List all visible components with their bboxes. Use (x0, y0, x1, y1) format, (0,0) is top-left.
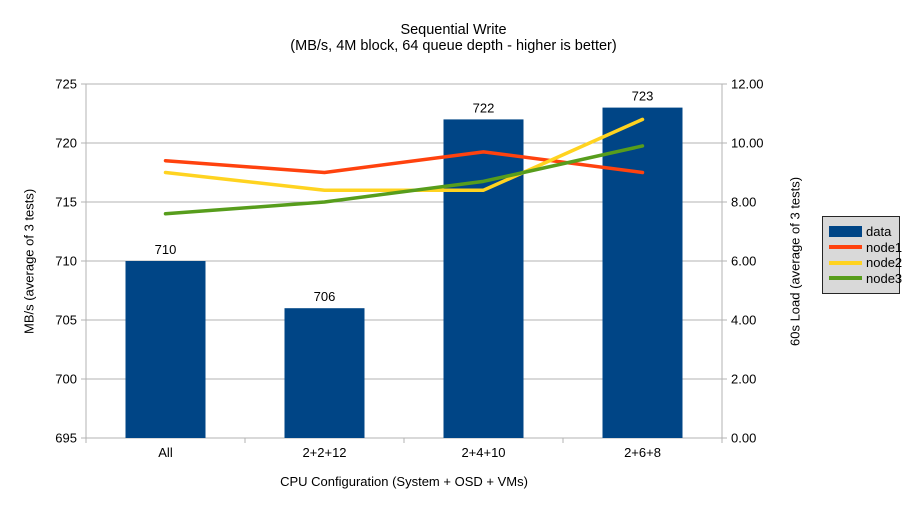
legend-label: data (866, 224, 892, 239)
left-axis-tick-label: 725 (55, 77, 77, 92)
legend-swatch-node2 (829, 260, 862, 265)
legend-item-node2: node2 (829, 255, 902, 270)
legend-item-data: data (829, 224, 897, 239)
legend-label: node2 (866, 255, 903, 271)
right-axis-tick-label: 10.00 (731, 136, 764, 151)
legend: data node1 node2 node3 (822, 216, 902, 294)
legend-swatch-data (829, 226, 862, 237)
x-category-label: 2+4+10 (461, 445, 505, 460)
right-axis-title: 60s Load (average of 3 tests) (787, 176, 803, 346)
line-node3 (163, 144, 645, 216)
legend-item-node1: node1 (829, 240, 902, 255)
legend-swatch-node1 (829, 245, 862, 250)
bar-value-label: 722 (473, 100, 495, 115)
bar-value-label: 710 (155, 242, 177, 257)
legend-swatch-node3 (829, 276, 862, 281)
bar-2+4+10 (443, 119, 524, 439)
bar-value-label: 723 (632, 89, 654, 104)
x-category-label: 2+2+12 (302, 445, 346, 460)
right-axis-tick-label: 4.00 (731, 313, 756, 328)
bar-2+2+12 (284, 308, 365, 438)
left-axis-tick-label: 710 (55, 254, 77, 269)
legend-item-node3: node3 (829, 271, 902, 286)
bar-2+6+8 (602, 107, 683, 438)
right-axis-tick-label: 2.00 (731, 372, 756, 387)
bar-value-label: 706 (314, 289, 336, 304)
left-axis-tick-label: 720 (55, 136, 77, 151)
left-axis-tick-label: 695 (55, 431, 77, 446)
left-axis-tick-label: 705 (55, 313, 77, 328)
legend-label: node1 (866, 239, 903, 255)
x-category-label: All (158, 445, 173, 460)
right-axis-tick-label: 12.00 (731, 77, 764, 92)
x-category-label: 2+6+8 (624, 445, 661, 460)
line-node2 (163, 117, 645, 192)
chart-title-block: Sequential Write (MB/s, 4M block, 64 que… (0, 22, 907, 54)
left-axis-tick-label: 700 (55, 372, 77, 387)
left-axis-title: MB/s (average of 3 tests) (21, 188, 37, 334)
right-axis-tick-label: 0.00 (731, 431, 756, 446)
left-axis-tick-label: 715 (55, 195, 77, 210)
legend-label: node3 (866, 270, 903, 286)
right-axis-tick-label: 6.00 (731, 254, 756, 269)
right-axis-tick-label: 8.00 (731, 195, 756, 210)
bar-All (125, 261, 206, 438)
x-axis-title: CPU Configuration (System + OSD + VMs) (280, 474, 528, 489)
chart-title: Sequential Write (400, 22, 507, 38)
chart-subtitle: (MB/s, 4M block, 64 queue depth - higher… (290, 38, 617, 54)
